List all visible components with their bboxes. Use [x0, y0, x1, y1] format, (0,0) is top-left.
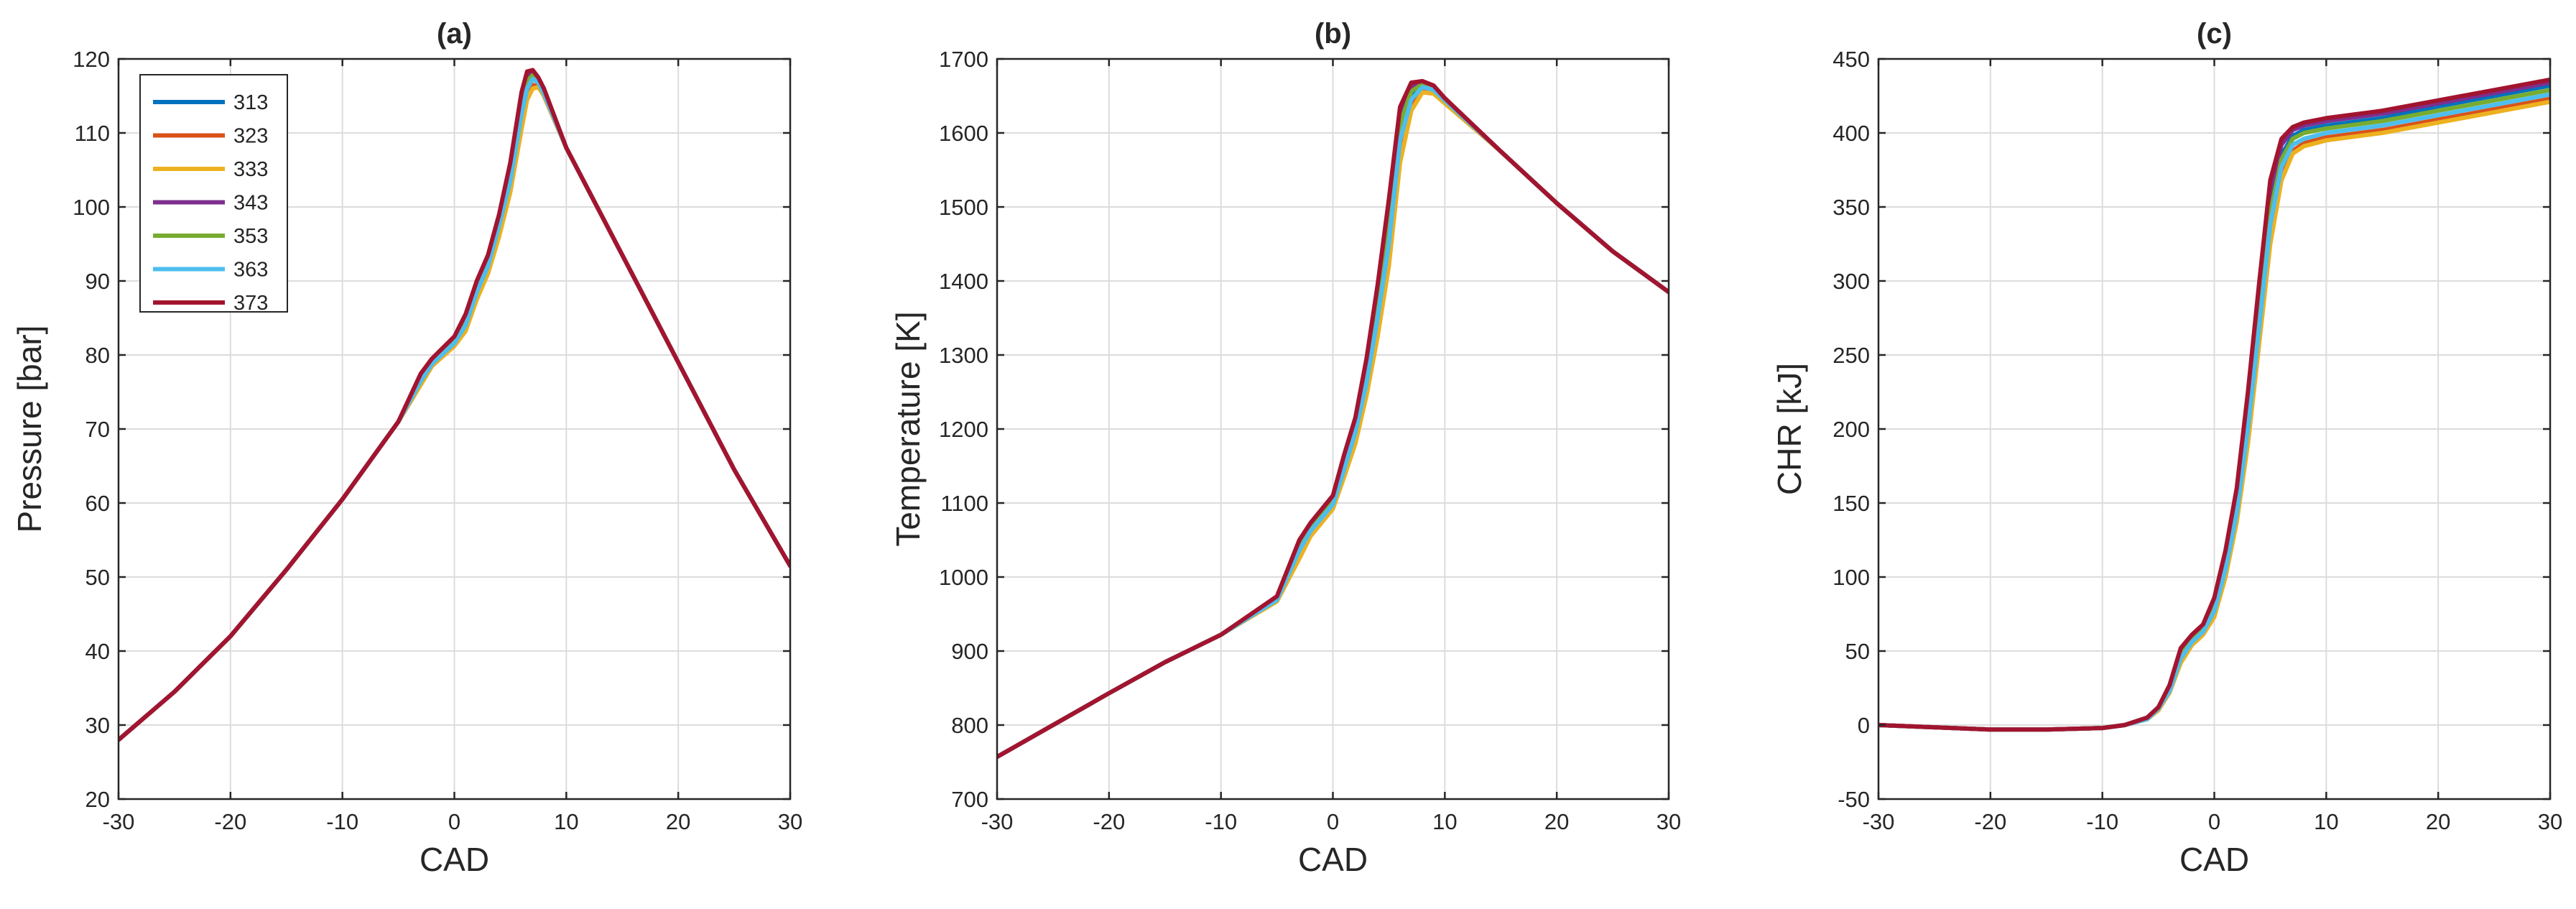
series-group: [1878, 77, 2550, 732]
y-tick-label: 1500: [939, 195, 988, 220]
x-tick-label: 30: [1657, 809, 1681, 834]
y-tick-label: 1200: [939, 417, 988, 442]
y-tick-label: 1300: [939, 343, 988, 368]
x-tick-label: 10: [2314, 809, 2338, 834]
panel-title: (a): [437, 18, 472, 50]
x-tick-label: 0: [448, 809, 460, 834]
panel-a: -30 -20 -10 0 10 20 30 20 30 40 50 60 70 80 90 100 110 12…: [11, 18, 802, 878]
x-tick-label: -30: [103, 809, 135, 834]
y-tick-label: 1600: [939, 121, 988, 146]
y-tick-label: 450: [1833, 47, 1870, 72]
y-tick-label: 1100: [940, 491, 988, 516]
y-tick-label: 60: [85, 491, 110, 516]
x-axis-label: CAD: [420, 841, 489, 878]
y-tick-label: 30: [85, 713, 110, 738]
x-tick-label: -10: [1205, 809, 1237, 834]
x-tick-label: -20: [1974, 809, 2006, 834]
y-axis-label: CHR [kJ]: [1771, 363, 1808, 495]
y-tick-label: 70: [85, 417, 110, 442]
y-tick-label: 20: [85, 787, 110, 812]
legend-label-343: 343: [233, 192, 268, 215]
panel-c: -30 -20 -10 0 10 20 30 -50 0 50 100 150 200 250 300 350…: [1771, 18, 2562, 878]
legend-label-333: 333: [233, 158, 268, 181]
legend-label-353: 353: [233, 225, 268, 248]
series-line-373: [997, 78, 1669, 760]
y-tick-label: 0: [1858, 713, 1870, 738]
x-axis-label: CAD: [2179, 841, 2249, 878]
series-line-373: [119, 68, 790, 742]
y-tick-label: 350: [1833, 195, 1870, 220]
y-tick-label: 700: [951, 787, 988, 812]
series-group: [997, 78, 1669, 760]
panel-b: -30 -20 -10 0 10 20 30 700 800 900 1000 1100 1200 130…: [889, 18, 1681, 878]
y-tick-label: 1700: [939, 47, 988, 72]
y-tick-label: 1400: [939, 269, 988, 294]
x-tick-label: 10: [1432, 809, 1457, 834]
y-axis-label: Pressure [bar]: [11, 326, 48, 533]
y-tick-label: 150: [1833, 491, 1870, 516]
y-tick-label: 800: [951, 713, 988, 738]
series-group: [119, 68, 790, 742]
y-tick-label: 100: [73, 195, 110, 220]
x-tick-label: 20: [666, 809, 690, 834]
x-tick-label: -10: [2086, 809, 2118, 834]
y-tick-label: 90: [85, 269, 110, 294]
series-line-373: [1878, 77, 2550, 732]
legend-label-323: 323: [233, 125, 268, 148]
legend-label-363: 363: [233, 259, 268, 282]
y-tick-label: 300: [1833, 269, 1870, 294]
x-tick-label: 30: [2538, 809, 2562, 834]
x-axis-label: CAD: [1298, 841, 1368, 878]
y-axis-label: Temperature [K]: [889, 311, 927, 546]
x-tick-label: 30: [778, 809, 802, 834]
x-tick-label: -30: [1863, 809, 1895, 834]
x-tick-label: 10: [554, 809, 578, 834]
x-tick-label: 0: [1327, 809, 1339, 834]
y-tick-label: 50: [1845, 639, 1870, 664]
y-tick-label: 900: [951, 639, 988, 664]
y-tick-label: 400: [1833, 121, 1870, 146]
x-tick-label: -20: [1093, 809, 1125, 834]
x-tick-label: -30: [981, 809, 1014, 834]
x-tick-label: 20: [1544, 809, 1569, 834]
panel-title: (c): [2197, 18, 2232, 50]
y-tick-label: 250: [1833, 343, 1870, 368]
legend-box: [139, 74, 288, 313]
y-tick-label: -50: [1838, 787, 1870, 812]
legend-label-313: 313: [233, 91, 268, 114]
y-tick-label: 1000: [939, 565, 988, 590]
panel-title: (b): [1315, 18, 1351, 50]
y-tick-label: 100: [1833, 565, 1870, 590]
y-tick-label: 50: [85, 565, 110, 590]
x-tick-label: 0: [2208, 809, 2220, 834]
y-tick-label: 200: [1833, 417, 1870, 442]
x-tick-label: -10: [326, 809, 358, 834]
legend-label-373: 373: [233, 292, 268, 315]
y-tick-label: 120: [73, 47, 110, 72]
legend: 313 323 333 343 353 363 373: [139, 74, 288, 315]
x-tick-label: 20: [2426, 809, 2450, 834]
y-tick-label: 80: [85, 343, 110, 368]
y-tick-label: 110: [75, 121, 110, 146]
x-tick-label: -20: [214, 809, 246, 834]
y-tick-label: 40: [85, 639, 110, 664]
